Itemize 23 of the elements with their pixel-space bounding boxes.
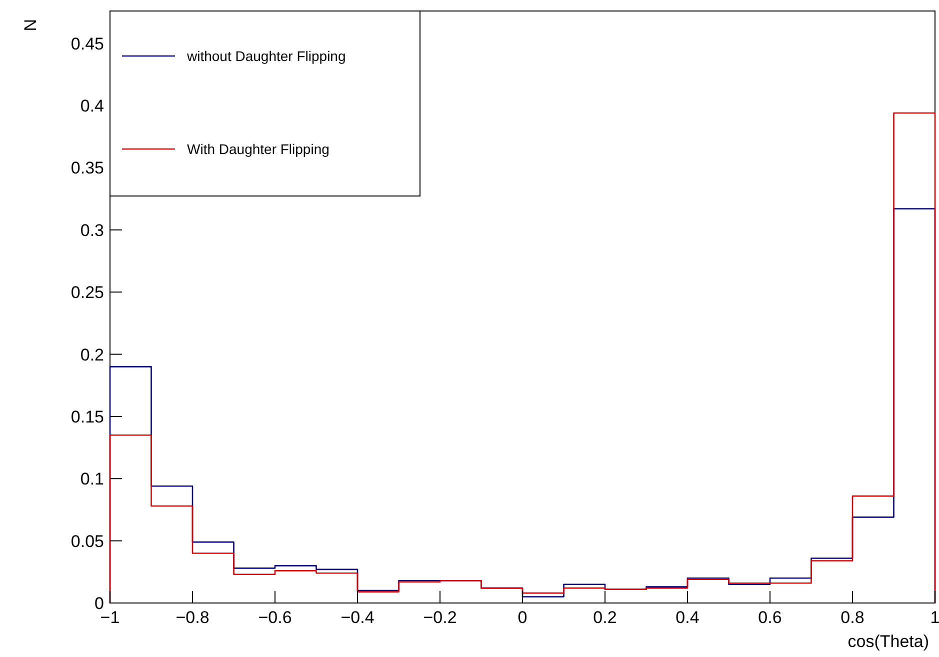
y-tick-label: 0.15 xyxy=(70,407,104,426)
legend-label: without Daughter Flipping xyxy=(186,48,346,64)
x-tick-label: 0.2 xyxy=(593,608,617,627)
y-tick-label: 0.1 xyxy=(80,470,104,489)
y-tick-label: 0.2 xyxy=(80,345,104,364)
y-axis-title: N xyxy=(21,19,40,32)
legend-label: With Daughter Flipping xyxy=(187,141,330,157)
y-tick-label: 0.05 xyxy=(70,532,104,551)
x-tick-label: 0.8 xyxy=(840,608,864,627)
x-tick-label: −0.6 xyxy=(258,608,292,627)
x-tick-label: 0.6 xyxy=(758,608,782,627)
y-tick-label: 0.4 xyxy=(80,96,104,116)
x-tick-label: −0.2 xyxy=(423,608,457,627)
y-tick-label: 0.3 xyxy=(80,220,104,240)
x-tick-label: 1 xyxy=(930,608,939,627)
y-tick-label: 0.25 xyxy=(70,283,104,302)
y-tick-label: 0.45 xyxy=(70,34,104,54)
x-tick-label: −0.8 xyxy=(176,608,210,627)
y-tick-label: 0.35 xyxy=(70,158,104,178)
x-tick-label: 0 xyxy=(518,608,528,627)
x-tick-label: 0.4 xyxy=(676,608,700,627)
x-axis-title: cos(Theta) xyxy=(848,632,929,651)
x-tick-label: −0.4 xyxy=(340,608,374,627)
